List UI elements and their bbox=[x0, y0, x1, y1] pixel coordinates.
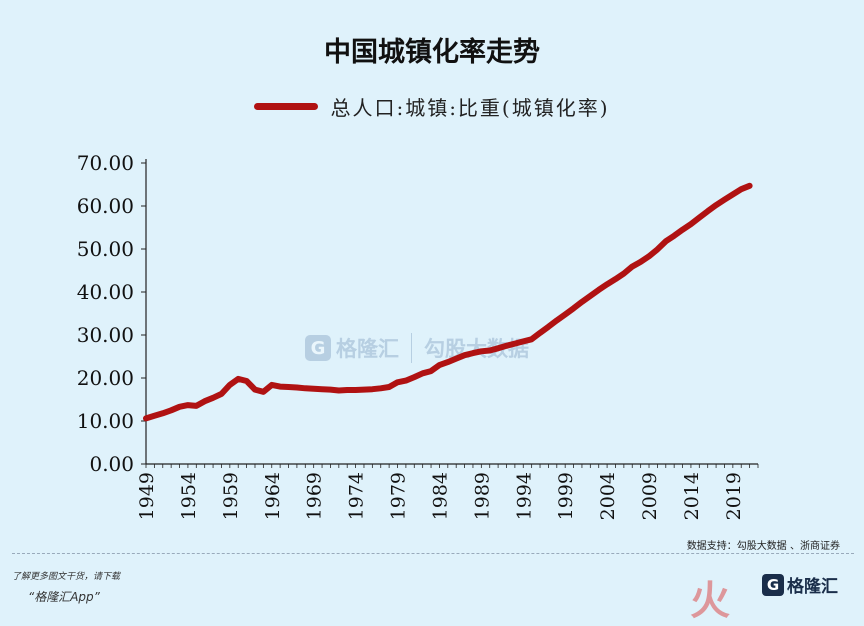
x-tick-label: 1954 bbox=[178, 472, 200, 520]
x-tick-label: 1964 bbox=[262, 472, 284, 520]
x-tick-label: 2009 bbox=[639, 472, 661, 520]
x-tick-label: 1994 bbox=[513, 472, 535, 520]
brand-logo-icon: G bbox=[762, 573, 784, 596]
legend-swatch bbox=[254, 103, 319, 110]
watermark-name: 格隆汇 bbox=[336, 337, 399, 361]
source-note: 数据支持：勾股大数据 、浙商证券 bbox=[686, 541, 840, 552]
footer-app-name: “格隆汇App” bbox=[28, 590, 100, 604]
x-tick-label: 1979 bbox=[388, 472, 410, 520]
watermark-name-2: 勾股大数据 bbox=[424, 337, 529, 361]
legend-label: 总人口:城镇:比重(城镇化率) bbox=[330, 96, 610, 120]
watermark: G 格隆汇 勾股大数据 bbox=[305, 333, 529, 363]
x-tick-label: 2014 bbox=[681, 472, 703, 520]
chart-title: 中国城镇化率走势 bbox=[324, 37, 540, 68]
brand-logo: G 格隆汇 bbox=[762, 572, 838, 597]
divider bbox=[12, 553, 854, 554]
legend: 总人口:城镇:比重(城镇化率) bbox=[0, 92, 864, 121]
series-line-urbanization bbox=[143, 182, 753, 422]
watermark-logo-icon: G bbox=[305, 335, 331, 361]
y-tick-label: 60.00 bbox=[77, 194, 134, 218]
watermark-mark: 火 bbox=[690, 578, 730, 624]
x-tick-label: 2019 bbox=[723, 472, 745, 520]
y-tick-label: 10.00 bbox=[77, 409, 134, 433]
y-tick-label: 70.00 bbox=[77, 151, 134, 175]
x-tick-label: 1949 bbox=[136, 472, 158, 520]
y-tick-label: 50.00 bbox=[77, 237, 134, 261]
x-tick-label: 1984 bbox=[429, 472, 451, 520]
brand-logo-text: 格隆汇 bbox=[787, 577, 838, 597]
y-tick-label: 40.00 bbox=[77, 280, 134, 304]
x-tick-label: 1974 bbox=[346, 472, 368, 520]
x-tick-label: 1999 bbox=[555, 472, 577, 520]
x-tick-label: 2004 bbox=[597, 472, 619, 520]
watermark-divider bbox=[411, 333, 412, 363]
y-tick-label: 0.00 bbox=[89, 452, 134, 476]
x-tick-label: 1959 bbox=[220, 472, 242, 520]
x-tick-label: 1969 bbox=[304, 472, 326, 520]
footer-note: 了解更多图文干货，请下载 bbox=[12, 572, 121, 582]
y-tick-label: 20.00 bbox=[77, 366, 134, 390]
y-tick-label: 30.00 bbox=[77, 323, 134, 347]
plot-area: 70.0060.0050.0040.0030.0020.0010.000.001… bbox=[77, 151, 759, 520]
x-tick-label: 1989 bbox=[471, 472, 493, 520]
